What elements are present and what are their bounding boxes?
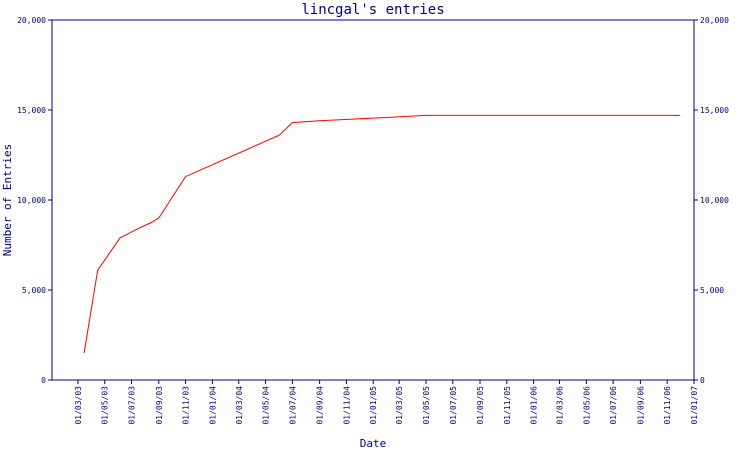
x-tick-label: 01/11/05 <box>503 386 512 425</box>
x-tick-label: 01/01/04 <box>208 386 217 425</box>
series-layer <box>83 114 680 354</box>
y-tick-label-right: 5,000 <box>700 286 724 295</box>
x-tick-label: 01/03/05 <box>395 386 404 425</box>
x-tick-label: 01/05/03 <box>101 386 110 425</box>
x-tick-label: 01/07/06 <box>609 386 618 425</box>
x-tick-label: 01/11/06 <box>663 386 672 425</box>
series-line-entries <box>83 114 680 354</box>
x-tick-label: 01/05/04 <box>262 386 271 425</box>
x-tick-label: 01/11/04 <box>342 386 351 425</box>
x-tick-label: 01/09/03 <box>155 386 164 425</box>
x-tick-label: 01/07/05 <box>449 386 458 425</box>
y-tick-label-left: 15,000 <box>17 106 46 115</box>
x-axis-ticks: 01/03/03 01/05/03 01/07/03 01/09/03 01/11/03… <box>74 380 699 425</box>
x-tick-label: 01/07/03 <box>128 386 137 425</box>
y-tick-label-right: 20,000 <box>700 16 729 25</box>
x-tick-label: 01/03/03 <box>74 386 83 425</box>
x-tick-label: 01/03/06 <box>556 386 565 425</box>
x-tick-label: 01/09/06 <box>636 386 645 425</box>
chart-title: lincgal's entries <box>301 2 444 18</box>
y-tick-label-left: 20,000 <box>17 16 46 25</box>
x-tick-label: 01/09/05 <box>476 386 485 425</box>
y-tick-label-left: 0 <box>41 376 46 385</box>
y-axis-ticks: 0 0 5,000 5,000 10,000 10,000 15,000 15,000 20,0… <box>17 16 729 385</box>
y-tick-label-right: 0 <box>700 376 705 385</box>
y-tick-label-right: 15,000 <box>700 106 729 115</box>
x-tick-label: 01/05/05 <box>422 386 431 425</box>
x-tick-label: 01/11/03 <box>182 386 191 425</box>
x-axis-label: Date <box>360 437 387 450</box>
x-tick-label: 01/01/06 <box>530 386 539 425</box>
x-tick-label: 01/05/06 <box>582 386 591 425</box>
x-tick-label: 01/01/05 <box>369 386 378 425</box>
y-tick-label-right: 10,000 <box>700 196 729 205</box>
y-tick-label-left: 5,000 <box>22 286 46 295</box>
x-tick-label: 01/07/04 <box>288 386 297 425</box>
x-tick-label: 01/09/04 <box>316 386 325 425</box>
y-tick-label-left: 10,000 <box>17 196 46 205</box>
y-axis-label: Number of Entries <box>1 144 14 257</box>
plot-frame <box>51 19 695 381</box>
x-tick-label: 01/03/04 <box>235 386 244 425</box>
x-tick-label: 01/01/07 <box>690 386 699 425</box>
